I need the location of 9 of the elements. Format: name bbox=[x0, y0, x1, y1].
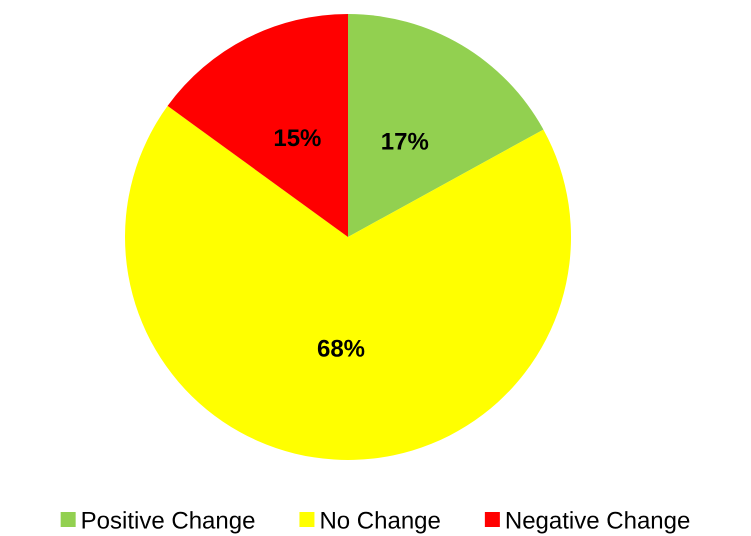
pie-slice bbox=[125, 106, 571, 460]
legend-label: No Change bbox=[319, 507, 441, 534]
pie-slice bbox=[168, 14, 348, 237]
data-label: 68% bbox=[316, 336, 366, 363]
legend-label: Positive Change bbox=[80, 507, 256, 534]
pie-slice bbox=[348, 14, 544, 237]
legend-label: Negative Change bbox=[504, 507, 690, 534]
data-label: 15% bbox=[273, 125, 322, 152]
data-label: 17% bbox=[380, 128, 429, 156]
